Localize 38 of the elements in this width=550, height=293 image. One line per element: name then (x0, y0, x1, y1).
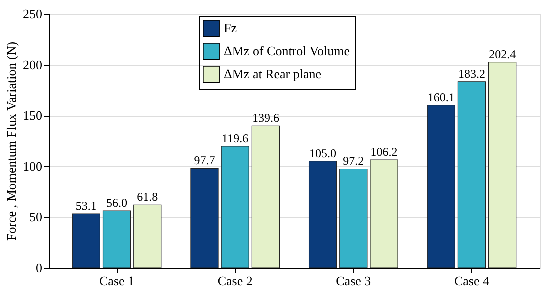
bar (190, 168, 219, 268)
bar (308, 161, 338, 268)
y-tick-label: 150 (23, 108, 42, 124)
bar (427, 105, 456, 268)
x-tick-label: Case 1 (100, 274, 135, 288)
data-label: 105.0 (310, 146, 337, 160)
data-label: 119.6 (222, 131, 249, 146)
data-label: 160.1 (428, 90, 455, 104)
data-label: 202.4 (489, 47, 516, 62)
y-tick-label: 200 (23, 57, 42, 72)
x-tick-label: Case 4 (454, 274, 490, 288)
bar (134, 204, 162, 268)
bar (252, 126, 280, 268)
legend-label: ΔMz of Control Volume (224, 44, 350, 58)
bar (102, 210, 132, 268)
bar (72, 214, 100, 268)
legend-label: Fz (224, 20, 238, 36)
bar (488, 62, 517, 268)
x-tick-label: Case 2 (218, 274, 253, 288)
bar (370, 160, 398, 268)
y-tick-label: 50 (30, 210, 42, 225)
bar (458, 82, 486, 268)
data-label: 61.8 (137, 190, 158, 204)
data-label: 139.6 (252, 111, 280, 126)
y-tick-label: 0 (36, 260, 42, 276)
y-axis-title: Force , Momentum Flux Variation (N) (4, 42, 19, 242)
data-label: 53.1 (76, 199, 97, 214)
y-tick-label: 250 (23, 6, 42, 22)
data-label: 56.0 (106, 196, 128, 210)
x-tick-label: Case 3 (336, 274, 372, 288)
data-label: 183.2 (458, 66, 486, 81)
legend-label: ΔMz at Rear plane (224, 66, 322, 82)
y-tick-label: 100 (23, 158, 42, 174)
bar (221, 146, 250, 268)
bar (340, 168, 368, 268)
data-label: 97.7 (194, 154, 216, 168)
data-label: 106.2 (370, 145, 398, 160)
data-label: 97.2 (343, 154, 364, 168)
